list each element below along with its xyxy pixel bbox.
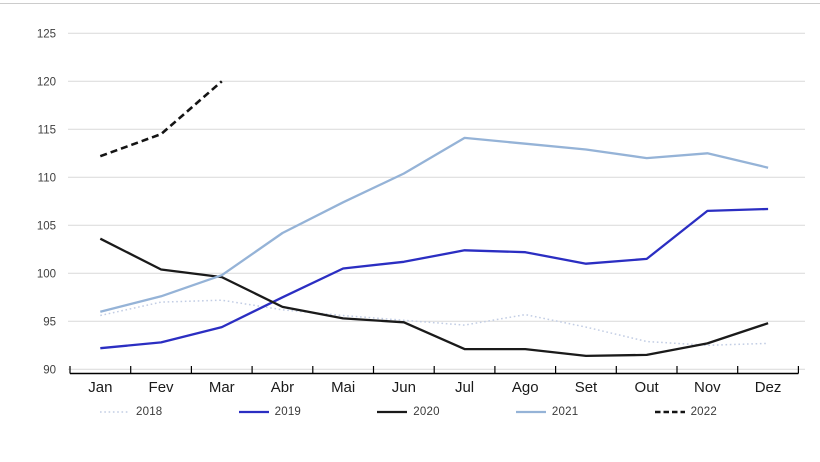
series-line-2019: [100, 207, 769, 350]
x-axis-label: Dez: [755, 379, 782, 396]
y-axis-label: 120: [37, 76, 56, 88]
series-line-2020: [99, 237, 769, 358]
top-border-line: [0, 3, 820, 4]
legend-label-2022: 2022: [690, 406, 717, 418]
x-axis-label: Abr: [271, 379, 294, 396]
x-axis-label: Jan: [88, 379, 112, 396]
legend-swatch-2019: [238, 410, 269, 414]
x-axis-label: Set: [575, 379, 598, 396]
x-axis-label: Fev: [149, 379, 175, 396]
legend-item-2018: 2018: [99, 406, 162, 418]
legend-item-2022: 2022: [654, 406, 717, 418]
legend-label-2021: 2021: [551, 406, 579, 418]
y-axis-label: 115: [38, 124, 56, 136]
series-line-2018: [100, 299, 769, 347]
legend-item-2020: 2020: [376, 406, 439, 418]
legend-swatch-2018: [100, 411, 130, 413]
legend-item-2021: 2021: [515, 406, 578, 418]
y-axis-label: 90: [43, 364, 56, 376]
y-axis-label: 100: [37, 268, 56, 280]
x-axis-label: Jul: [455, 379, 474, 396]
x-axis-label: Jun: [392, 379, 416, 396]
legend-label-2019: 2019: [274, 406, 302, 418]
y-axis-label: 105: [37, 220, 56, 232]
line-chart: 90 95 100 105 110 115 120 125 Jan Fev Mar Abr Mai Jun…: [37, 28, 805, 396]
y-axis-label: 110: [38, 172, 56, 184]
x-axis-label: Ago: [512, 379, 539, 396]
series-line-2021: [100, 136, 769, 313]
legend-swatch-2020: [377, 410, 408, 414]
legend-item-2019: 2019: [238, 406, 301, 418]
x-axis-label: Out: [635, 379, 660, 396]
y-axis-label: 95: [43, 316, 56, 328]
legend-label-2018: 2018: [136, 406, 163, 418]
x-axis-label: Mai: [331, 379, 355, 396]
legend-label-2020: 2020: [413, 406, 440, 418]
chart-legend: 2018 2019 2020 2021 2022: [99, 402, 717, 422]
x-axis-label: Mar: [209, 379, 235, 396]
y-axis-label: 125: [37, 28, 56, 40]
legend-swatch-2021: [515, 410, 546, 414]
series-line-2022: [99, 80, 223, 158]
legend-swatch-2022: [654, 410, 685, 414]
x-axis-label: Nov: [694, 379, 721, 396]
